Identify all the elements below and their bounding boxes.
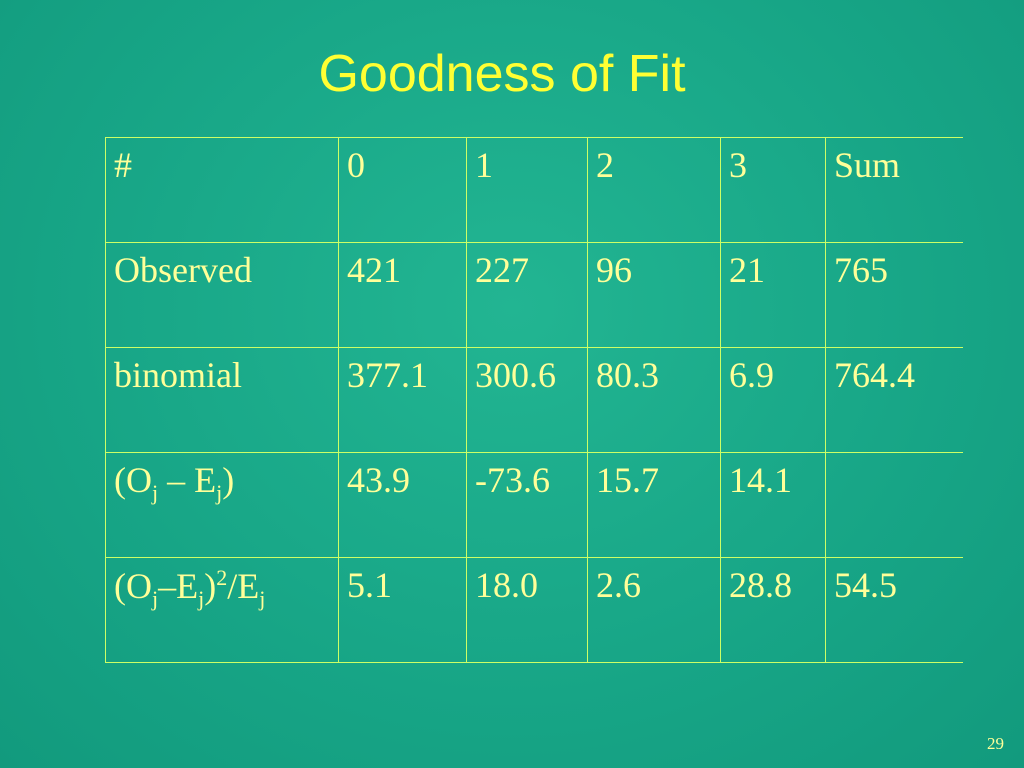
- empty-cell: [825, 452, 963, 558]
- table-cell: 3: [720, 137, 826, 243]
- table-cell: Sum: [825, 137, 963, 243]
- label-text: –E: [158, 566, 199, 606]
- table-cell: 227: [466, 242, 588, 348]
- table-cell: 0: [338, 137, 467, 243]
- label-text: (O: [114, 460, 152, 500]
- table-cell: 18.0: [466, 557, 588, 663]
- header-row: #0 1 2 3 Sum: [105, 137, 963, 243]
- row-label: binomial: [105, 347, 339, 453]
- table-cell: 2.6: [587, 557, 721, 663]
- row-label: (Oj – Ej): [105, 452, 339, 558]
- label-sub: j: [216, 480, 223, 506]
- label-text: /E: [227, 566, 260, 606]
- table-cell: 300.6: [466, 347, 588, 453]
- table-row: binomial 377.1 300.6 80.3 6.9 764.4: [105, 347, 963, 453]
- label-sup: 2: [216, 565, 228, 590]
- table-cell: 15.7: [587, 452, 721, 558]
- table-cell: 421: [338, 242, 467, 348]
- data-table: #0 1 2 3 Sum Observed 421 227 96 21 765 binomial 377…: [105, 137, 963, 663]
- table-row: Observed 421 227 96 21 765: [105, 242, 963, 348]
- label-text: – E: [158, 460, 217, 500]
- table-cell: 765: [825, 242, 963, 348]
- row-label: #: [105, 137, 339, 243]
- table-cell: 6.9: [720, 347, 826, 453]
- label-text: (O: [114, 566, 152, 606]
- table-cell: 764.4: [825, 347, 963, 453]
- table-cell: 96: [587, 242, 721, 348]
- table-cell: 43.9: [338, 452, 467, 558]
- label-sub: j: [152, 480, 159, 506]
- table-cell: 2: [587, 137, 721, 243]
- page-number: 29: [987, 734, 1004, 753]
- table-cell: 1: [466, 137, 588, 243]
- table-cell: 377.1: [338, 347, 467, 453]
- table-row: (Oj – Ej) 43.9 -73.6 15.7 14.1: [105, 452, 963, 558]
- row-label: Observed: [105, 242, 339, 348]
- table-cell: 28.8: [720, 557, 826, 663]
- table-cell: 80.3: [587, 347, 721, 453]
- table-cell: 54.5: [825, 557, 963, 663]
- table-cell: 5.1: [338, 557, 467, 663]
- table-cell: 21: [720, 242, 826, 348]
- label-text: ): [204, 566, 217, 606]
- slide-title: Goodness of Fit: [318, 45, 686, 103]
- table-cell: 14.1: [720, 452, 826, 558]
- label-sub: j: [259, 586, 266, 612]
- row-label: (Oj–Ej)2/Ej: [105, 557, 339, 663]
- table-cell: -73.6: [466, 452, 588, 558]
- label-sub: j: [198, 586, 205, 612]
- label-text: ): [222, 460, 235, 500]
- label-sub: j: [152, 586, 159, 612]
- table-row: (Oj–Ej)2/Ej 5.1 18.0 2.6 28.8 54.5: [105, 557, 963, 663]
